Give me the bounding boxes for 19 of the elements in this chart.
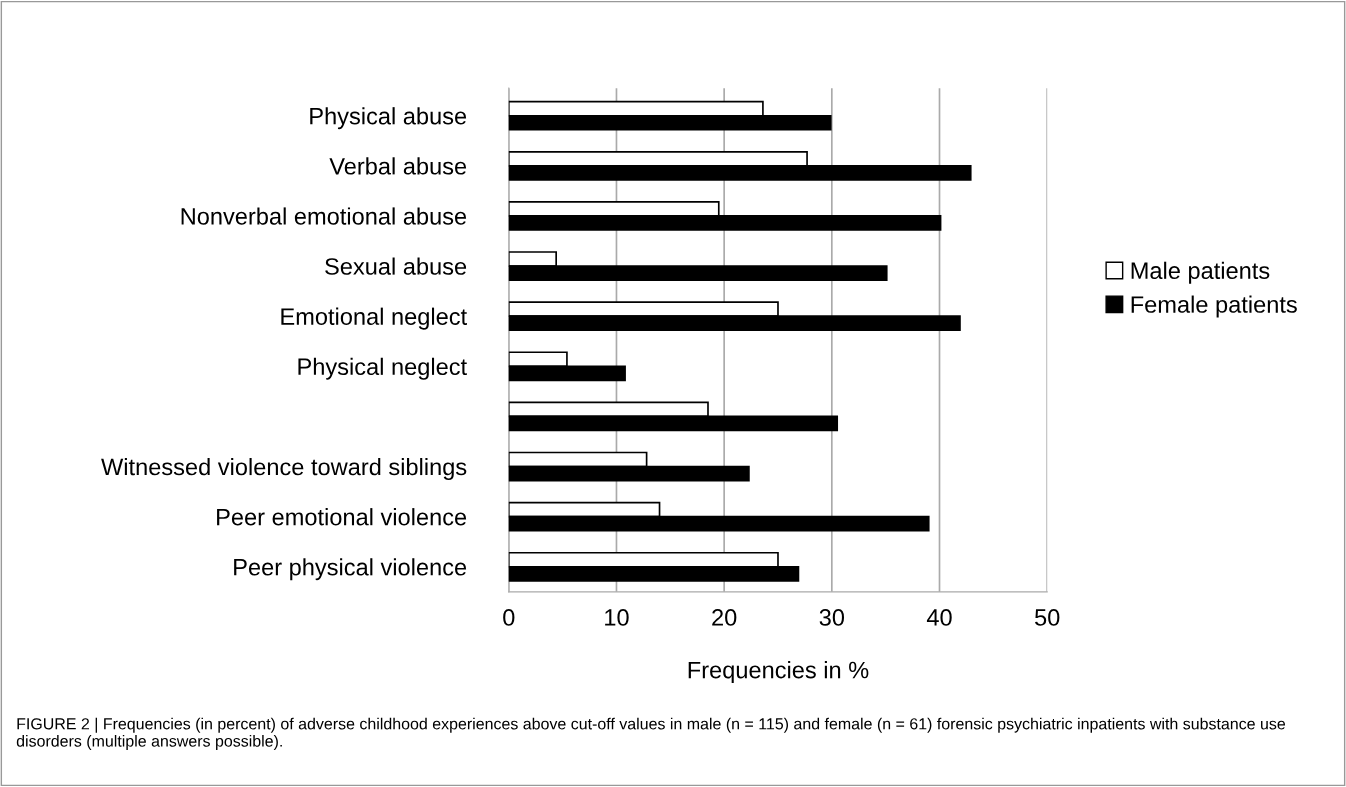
caption: FIGURE 2 | Frequencies (in percent) of adverse childhood experiences above cut-off values in male (n = 115) and female (n = 61) forensic psychiatric inpatients with substance use disorders (multiple answers possible). <box>16 717 1286 750</box>
x-tick-label: 20 <box>712 609 737 626</box>
x-tick-label: 50 <box>1035 609 1060 626</box>
y-tick-label: Physical neglect <box>298 357 467 380</box>
x-tick-label: 10 <box>605 609 629 626</box>
y-tick-label: Peer emotional violence <box>217 508 467 526</box>
x-tick-label: 30 <box>819 609 845 626</box>
legend-label: Male patients <box>1131 261 1270 284</box>
x-tick-label: 0 <box>503 609 515 626</box>
y-tick-label: Nonverbal emotional abuse <box>181 207 467 225</box>
y-tick-label: Emotional neglect <box>281 307 467 330</box>
x-tick-label: 40 <box>926 609 952 626</box>
y-tick-label: Witnessed violence toward siblings <box>101 457 467 480</box>
y-tick-label: Peer physical violence <box>234 558 467 581</box>
y-tick-label: Verbal abuse <box>329 157 467 175</box>
y-tick-label: Physical abuse <box>310 107 467 130</box>
legend-label: Female patients <box>1131 295 1297 318</box>
x-axis-title: Frequencies in % <box>688 661 869 684</box>
y-tick-label: Sexual abuse <box>325 257 467 275</box>
